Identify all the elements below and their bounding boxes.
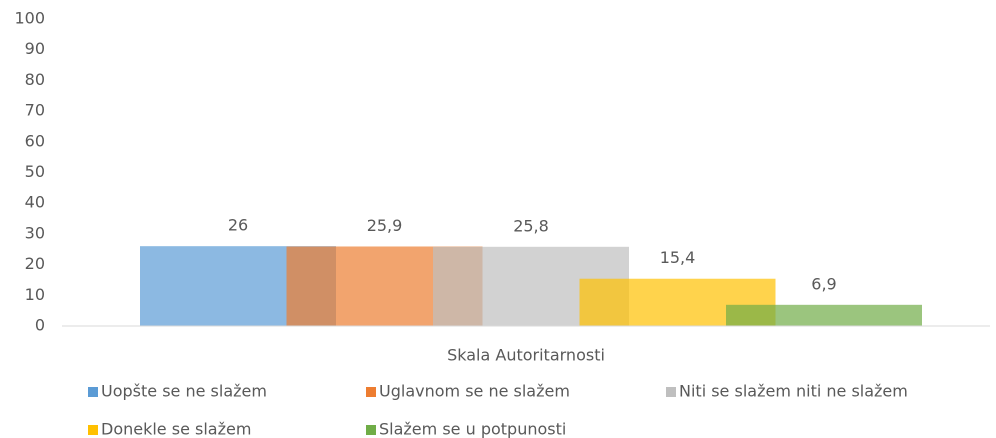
legend-swatch	[88, 425, 98, 435]
y-tick-label: 100	[14, 9, 45, 28]
y-tick-label: 70	[25, 101, 45, 120]
legend-label: Niti se slažem niti ne slažem	[679, 382, 908, 401]
legend-label: Uglavnom se ne slažem	[379, 382, 570, 401]
y-tick-label: 40	[25, 193, 45, 212]
legend-swatch	[88, 387, 98, 397]
legend-label: Uopšte se ne slažem	[101, 382, 267, 401]
bar	[726, 304, 922, 326]
y-tick-label: 30	[25, 223, 45, 242]
legend-swatch	[666, 387, 676, 397]
y-tick-label: 90	[25, 39, 45, 58]
legend-swatch	[366, 425, 376, 435]
x-tick-label: Skala Autoritarnosti	[447, 346, 605, 365]
y-tick-label: 10	[25, 285, 45, 304]
y-tick-label: 0	[35, 316, 45, 335]
y-tick-label: 50	[25, 162, 45, 181]
y-tick-label: 80	[25, 70, 45, 89]
data-label: 25,8	[513, 216, 549, 235]
y-tick-label: 20	[25, 254, 45, 273]
y-tick-label: 60	[25, 131, 45, 150]
data-label: 26	[228, 216, 248, 235]
legend-swatch	[366, 387, 376, 397]
data-label: 6,9	[811, 274, 836, 293]
legend-label: Slažem se u potpunosti	[379, 420, 566, 438]
data-label: 25,9	[367, 216, 403, 235]
legend-label: Donekle se slažem	[101, 420, 251, 438]
data-label: 15,4	[660, 248, 696, 267]
